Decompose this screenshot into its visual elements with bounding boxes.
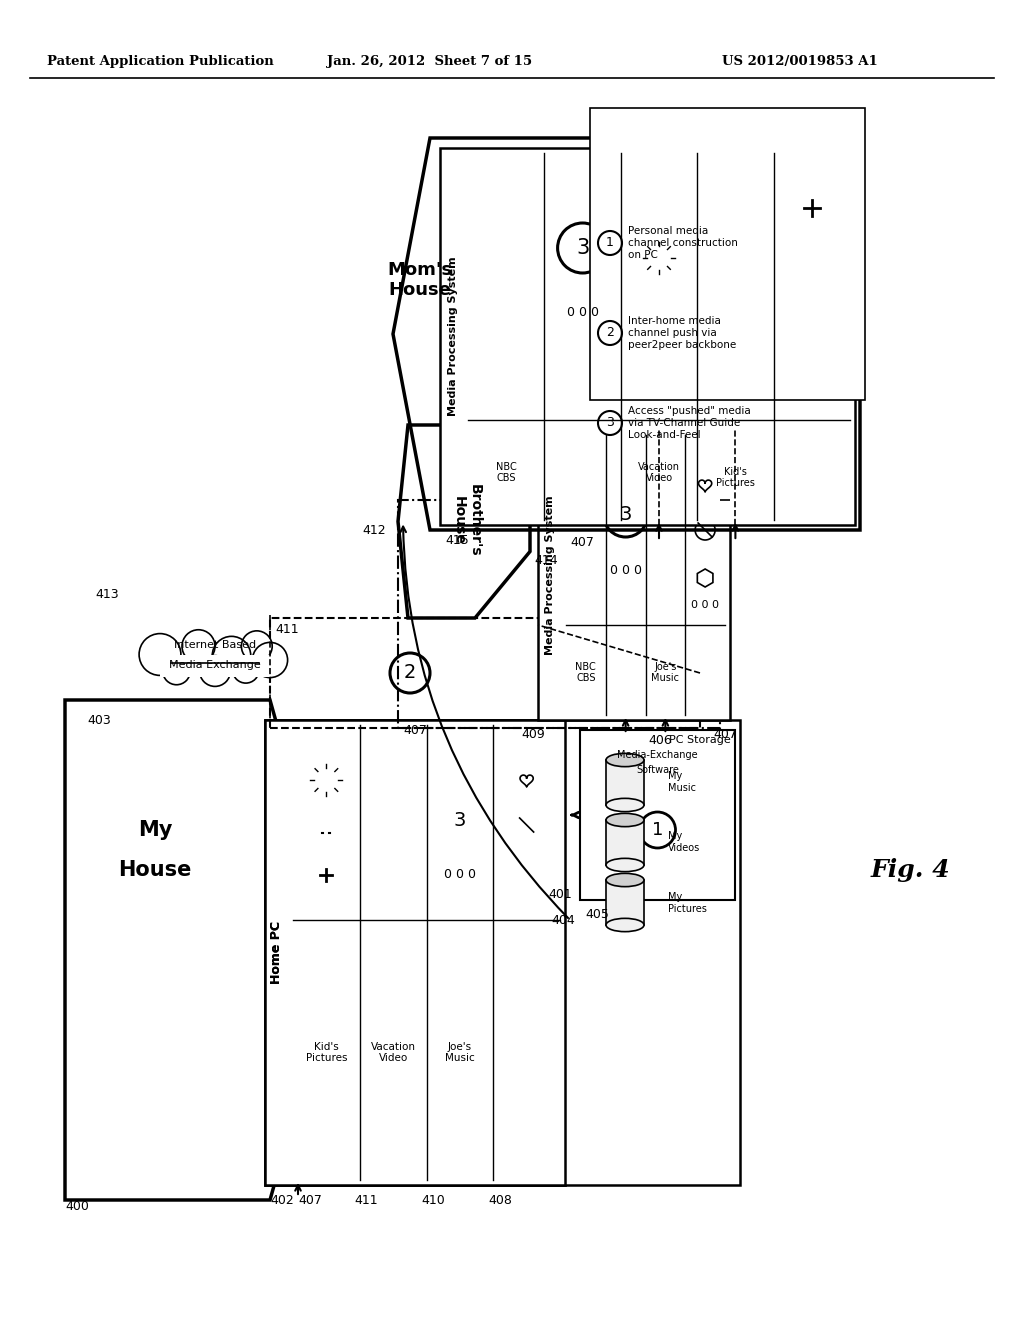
Bar: [265, 719, 565, 1185]
Text: 414: 414: [534, 553, 558, 566]
Text: Media Processing System: Media Processing System: [449, 256, 458, 416]
Text: Media Processing System: Media Processing System: [545, 495, 555, 655]
Text: PC Storage: PC Storage: [669, 735, 731, 744]
Text: Kid's
Pictures: Kid's Pictures: [716, 467, 755, 488]
Bar: [160, 655, 270, 676]
Bar: [398, 500, 720, 729]
Text: Kid's
Pictures: Kid's Pictures: [305, 1041, 347, 1064]
Circle shape: [252, 643, 288, 677]
Text: 0 0 0: 0 0 0: [443, 869, 476, 882]
Text: 408: 408: [488, 1193, 512, 1206]
Bar: [265, 719, 740, 1185]
Circle shape: [200, 656, 230, 686]
Text: NBC
CBS: NBC CBS: [575, 661, 596, 684]
Bar: [270, 618, 700, 729]
Text: Patent Application Publication: Patent Application Publication: [47, 55, 273, 69]
Text: Software: Software: [636, 766, 679, 775]
Text: 409: 409: [521, 729, 545, 742]
Text: 407: 407: [713, 729, 737, 742]
Text: Access "pushed" media
via TV-Channel Guide
Look-and-Feel: Access "pushed" media via TV-Channel Gui…: [628, 407, 751, 440]
Ellipse shape: [606, 799, 644, 812]
Text: Internet Based: Internet Based: [174, 640, 256, 649]
Text: 411: 411: [354, 1193, 379, 1206]
Circle shape: [139, 634, 181, 676]
Text: My
Pictures: My Pictures: [668, 892, 707, 913]
Bar: [440, 148, 855, 525]
Text: Vacation
Video: Vacation Video: [371, 1041, 416, 1064]
Text: 405: 405: [585, 908, 609, 921]
Circle shape: [163, 657, 190, 685]
Text: 412: 412: [362, 524, 386, 536]
Text: NBC
CBS: NBC CBS: [496, 462, 516, 483]
Text: 401: 401: [548, 888, 572, 902]
Text: Home PC: Home PC: [270, 921, 284, 983]
Circle shape: [242, 631, 272, 661]
Text: Vacation
Video: Vacation Video: [638, 462, 680, 483]
Text: 0 0 0: 0 0 0: [609, 564, 642, 577]
Ellipse shape: [606, 813, 644, 826]
Text: 3: 3: [606, 417, 614, 429]
Text: 410: 410: [422, 1193, 445, 1206]
Text: 0 0 0: 0 0 0: [691, 601, 719, 610]
Text: 413: 413: [95, 589, 119, 602]
Text: Joe's
Music: Joe's Music: [651, 661, 679, 684]
Text: 402: 402: [270, 1193, 294, 1206]
Circle shape: [232, 656, 259, 684]
Bar: [590, 108, 865, 400]
Text: My
Music: My Music: [668, 771, 696, 793]
Text: House: House: [119, 861, 191, 880]
Bar: [580, 730, 735, 900]
Ellipse shape: [606, 754, 644, 767]
Circle shape: [182, 630, 215, 663]
Ellipse shape: [606, 858, 644, 871]
Text: 407: 407: [570, 536, 595, 549]
Text: Media Exchange: Media Exchange: [169, 660, 261, 671]
Text: 411: 411: [275, 623, 299, 636]
Text: Jan. 26, 2012  Sheet 7 of 15: Jan. 26, 2012 Sheet 7 of 15: [328, 55, 532, 69]
Text: 2: 2: [403, 664, 416, 682]
Text: Inter-home media
channel push via
peer2peer backbone: Inter-home media channel push via peer2p…: [628, 317, 736, 350]
Text: 406: 406: [648, 734, 672, 747]
Bar: [265, 719, 565, 1185]
Text: US 2012/0019853 A1: US 2012/0019853 A1: [722, 55, 878, 69]
Circle shape: [212, 636, 251, 675]
Text: 1: 1: [652, 821, 664, 840]
Text: 3: 3: [620, 506, 632, 524]
Bar: [606, 880, 644, 925]
Text: 400: 400: [65, 1200, 89, 1213]
Text: Mom's
House: Mom's House: [387, 260, 453, 300]
Ellipse shape: [606, 874, 644, 887]
Text: 0 0 0: 0 0 0: [566, 306, 599, 319]
Text: My: My: [138, 820, 172, 840]
Text: 2: 2: [606, 326, 614, 339]
Text: Media-Exchange: Media-Exchange: [617, 750, 697, 760]
Text: Fig. 4: Fig. 4: [870, 858, 950, 882]
Text: 1: 1: [606, 236, 614, 249]
Circle shape: [389, 772, 406, 788]
Text: My
Videos: My Videos: [668, 832, 700, 853]
Text: 407: 407: [298, 1193, 322, 1206]
Text: Home PC: Home PC: [270, 921, 284, 983]
Circle shape: [383, 770, 403, 789]
Bar: [385, 867, 401, 883]
Ellipse shape: [606, 919, 644, 932]
Text: Joe's
Music: Joe's Music: [445, 1041, 475, 1064]
Text: 403: 403: [87, 714, 111, 726]
Text: Personal media
channel construction
on PC: Personal media channel construction on P…: [628, 227, 738, 260]
Bar: [725, 198, 745, 218]
Text: 3: 3: [575, 238, 589, 257]
Text: 404: 404: [551, 913, 575, 927]
Bar: [538, 430, 730, 719]
Text: 407: 407: [403, 723, 427, 737]
Bar: [606, 760, 644, 805]
Text: 3: 3: [454, 810, 466, 829]
Text: Brother's
House: Brother's House: [452, 483, 482, 556]
Bar: [606, 820, 644, 865]
Text: 415: 415: [445, 533, 469, 546]
